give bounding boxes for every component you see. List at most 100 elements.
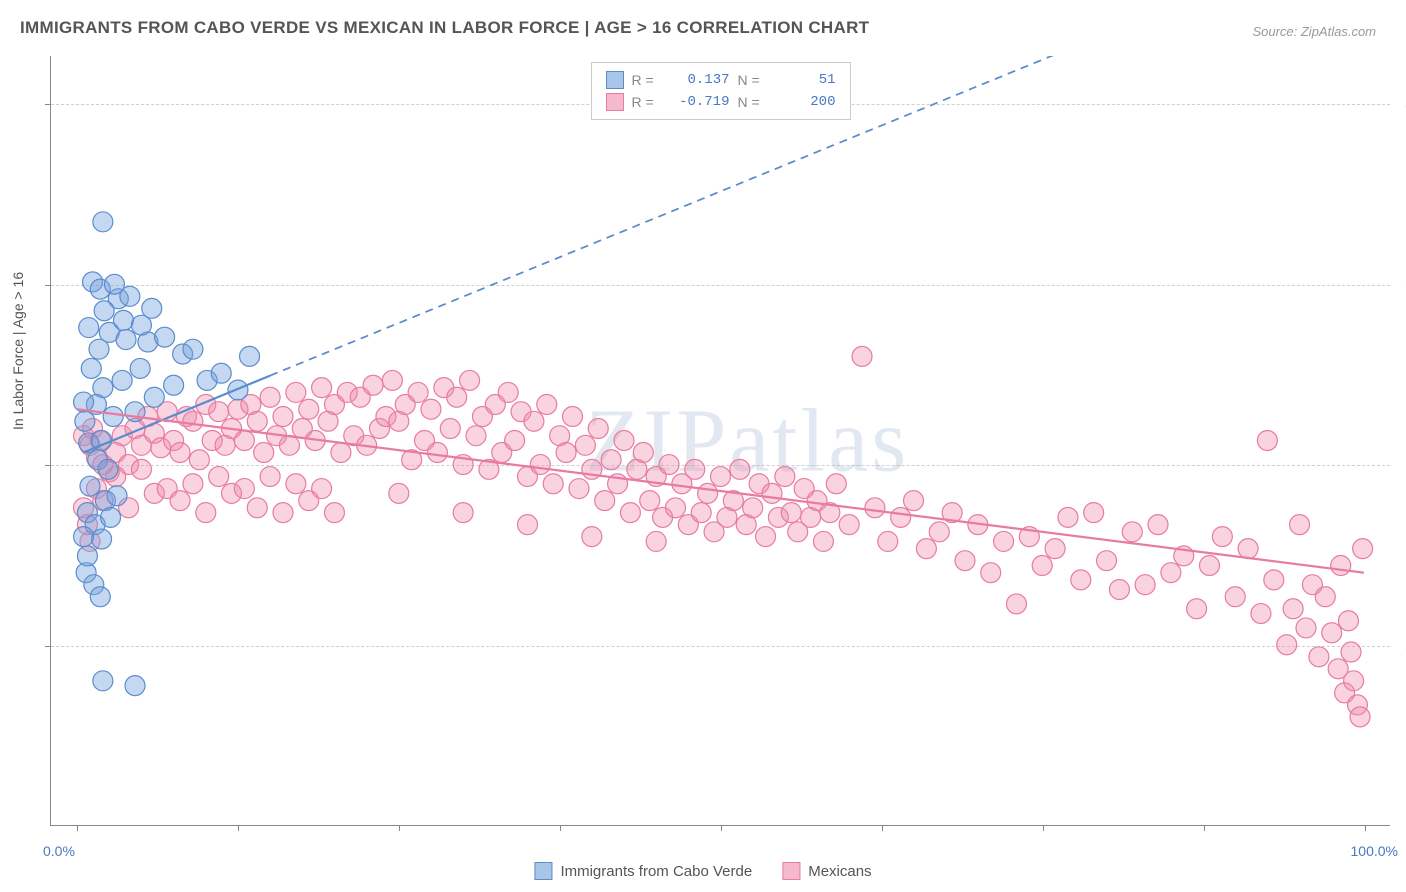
scatter-point [279,435,299,455]
legend-swatch-a [606,71,624,89]
scatter-point [113,310,133,330]
scatter-point [81,358,101,378]
scatter-point [1344,671,1364,691]
legend-bottom-label-b: Mexicans [808,863,871,880]
chart-plot-area: ZIPatlas R = 0.137 N = 51 R = -0.719 N =… [50,56,1390,826]
scatter-point [582,527,602,547]
x-tick [1043,825,1044,831]
y-tick-label: 65.0% [1393,457,1406,473]
legend-r-value-b: -0.719 [668,94,730,110]
scatter-point [640,491,660,511]
x-tick [1365,825,1366,831]
scatter-point [421,399,441,419]
scatter-point [80,476,100,496]
scatter-point [865,498,885,518]
scatter-point [92,529,112,549]
scatter-point [762,483,782,503]
scatter-point [505,431,525,451]
scatter-point [1225,587,1245,607]
scatter-point [93,212,113,232]
scatter-point [466,426,486,446]
x-tick [399,825,400,831]
scatter-point [878,531,898,551]
scatter-point [775,467,795,487]
scatter-point [234,479,254,499]
scatter-point [254,443,274,463]
scatter-point [1331,555,1351,575]
scatter-point [1109,580,1129,600]
scatter-point [1097,551,1117,571]
legend-row-series-b: R = -0.719 N = 200 [606,91,836,113]
scatter-point [196,503,216,523]
scatter-point [756,527,776,547]
scatter-point [142,298,162,318]
scatter-point [1071,570,1091,590]
scatter-point [524,411,544,431]
source-attribution: Source: ZipAtlas.com [1252,24,1376,39]
scatter-point [614,431,634,451]
scatter-point [273,503,293,523]
scatter-point [189,450,209,470]
scatter-point [981,563,1001,583]
scatter-point [427,443,447,463]
scatter-point [1058,507,1078,527]
scatter-point [324,503,344,523]
legend-row-series-a: R = 0.137 N = 51 [606,69,836,91]
scatter-point [891,507,911,527]
scatter-point [286,382,306,402]
scatter-point [1148,515,1168,535]
scatter-point [633,443,653,463]
scatter-point [112,370,132,390]
scatter-point [1238,539,1258,559]
scatter-point [130,358,150,378]
scatter-point [164,375,184,395]
scatter-point [144,387,164,407]
scatter-point [685,459,705,479]
scatter-point [1350,707,1370,727]
scatter-point [408,382,428,402]
scatter-point [595,491,615,511]
scatter-point [247,498,267,518]
x-tick [238,825,239,831]
y-axis-label: In Labor Force | Age > 16 [10,272,26,430]
scatter-point [131,459,151,479]
legend-swatch-b [606,93,624,111]
scatter-point [813,531,833,551]
series-legend: Immigrants from Cabo Verde Mexicans [534,862,871,880]
legend-bottom-swatch-a [534,862,552,880]
scatter-point [104,274,124,294]
scatter-point [234,431,254,451]
scatter-point [170,443,190,463]
scatter-point [170,491,190,511]
scatter-point [260,387,280,407]
scatter-point [447,387,467,407]
scatter-point [74,527,94,547]
scatter-point [1341,642,1361,662]
scatter-point [588,418,608,438]
scatter-point [183,339,203,359]
scatter-point [730,459,750,479]
scatter-point [691,503,711,523]
scatter-point [1315,587,1335,607]
scatter-point [839,515,859,535]
scatter-point [530,455,550,475]
scatter-point [904,491,924,511]
legend-n-value-b: 200 [774,94,836,110]
x-tick [1204,825,1205,831]
scatter-svg [51,56,1390,825]
scatter-point [1135,575,1155,595]
x-tick [882,825,883,831]
scatter-point [155,327,175,347]
x-axis-min-label: 0.0% [43,843,75,859]
scatter-point [1032,555,1052,575]
legend-r-value-a: 0.137 [668,72,730,88]
scatter-point [79,318,99,338]
legend-r-label-b: R = [632,94,660,110]
scatter-point [101,507,121,527]
scatter-point [453,503,473,523]
scatter-point [389,483,409,503]
scatter-point [363,375,383,395]
scatter-point [646,531,666,551]
scatter-point [1309,647,1329,667]
scatter-point [1264,570,1284,590]
